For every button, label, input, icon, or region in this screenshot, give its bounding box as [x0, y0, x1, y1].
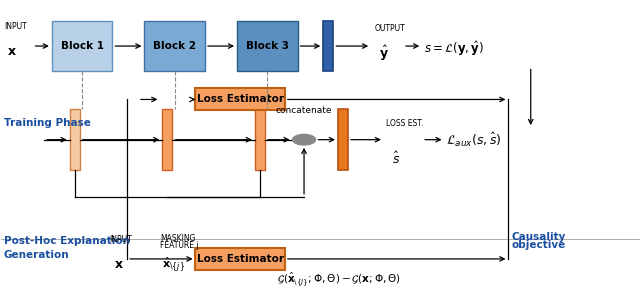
Text: Loss Estimator: Loss Estimator — [196, 254, 284, 264]
FancyBboxPatch shape — [52, 21, 113, 71]
Text: Post-Hoc Explanation
Generation: Post-Hoc Explanation Generation — [4, 236, 130, 260]
FancyBboxPatch shape — [163, 109, 173, 171]
Text: $\hat{\mathbf{x}}_{\backslash\{j\}}$: $\hat{\mathbf{x}}_{\backslash\{j\}}$ — [162, 255, 185, 274]
FancyBboxPatch shape — [70, 109, 80, 171]
Text: $s = \mathcal{L}(\mathbf{y}, \hat{\mathbf{y}})$: $s = \mathcal{L}(\mathbf{y}, \hat{\mathb… — [424, 39, 484, 58]
FancyBboxPatch shape — [195, 88, 285, 111]
Text: Block 1: Block 1 — [61, 41, 104, 51]
FancyBboxPatch shape — [255, 109, 265, 171]
Text: Block 3: Block 3 — [246, 41, 289, 51]
Text: $\mathbf{x}$: $\mathbf{x}$ — [115, 258, 124, 271]
Text: INPUT: INPUT — [4, 22, 27, 31]
FancyBboxPatch shape — [338, 109, 348, 171]
FancyBboxPatch shape — [323, 21, 333, 71]
Text: Loss Estimator: Loss Estimator — [196, 94, 284, 104]
Text: $\mathcal{L}_{aux}(s, \hat{s})$: $\mathcal{L}_{aux}(s, \hat{s})$ — [447, 131, 502, 149]
Text: $\mathbf{x}$: $\mathbf{x}$ — [7, 45, 17, 59]
Text: objective: objective — [511, 240, 566, 250]
Text: LOSS EST.: LOSS EST. — [387, 119, 424, 128]
Text: Block 2: Block 2 — [153, 41, 196, 51]
FancyBboxPatch shape — [237, 21, 298, 71]
Text: Causality: Causality — [511, 232, 566, 242]
Text: FEATURE j: FEATURE j — [161, 241, 199, 250]
Text: MASKING: MASKING — [161, 234, 196, 243]
Circle shape — [292, 134, 316, 145]
Text: Training Phase: Training Phase — [4, 118, 91, 128]
Text: $\hat{s}$: $\hat{s}$ — [392, 151, 400, 167]
Text: $\hat{\mathbf{y}}$: $\hat{\mathbf{y}}$ — [380, 44, 389, 63]
Text: concatenate: concatenate — [276, 106, 332, 115]
Text: OUTPUT: OUTPUT — [374, 24, 405, 33]
Text: $\mathcal{G}(\hat{\mathbf{x}}_{\backslash\{j\}};\Phi,\Theta) - \mathcal{G}(\math: $\mathcal{G}(\hat{\mathbf{x}}_{\backslas… — [277, 271, 401, 289]
FancyBboxPatch shape — [145, 21, 205, 71]
FancyBboxPatch shape — [195, 248, 285, 270]
Text: INPUT: INPUT — [109, 235, 132, 244]
